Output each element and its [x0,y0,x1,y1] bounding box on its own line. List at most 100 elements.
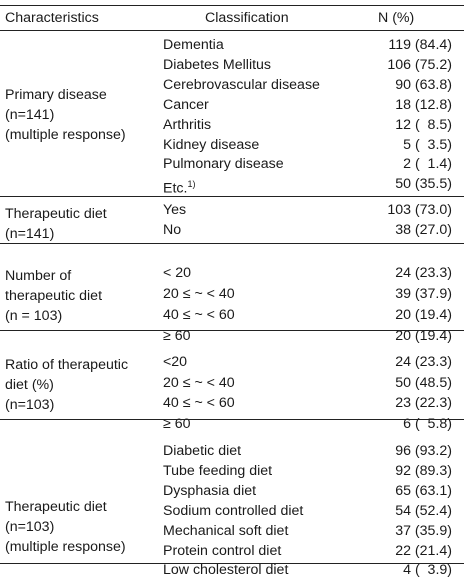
section-characteristic: Therapeutic diet (n=103) (multiple respo… [5,499,126,555]
section-characteristic: Primary disease (n=141) (multiple respon… [5,87,126,143]
row-classification-text: Cancer [163,96,209,113]
row-classification: 40 ≤ ~ < 60 [163,393,235,413]
table-row: Tube feeding diet 92 (89.3) [0,461,464,481]
row-classification-text: ≥ 60 [163,328,191,344]
row-classification-text: No [163,221,182,238]
table-row: Pulmonary disease 2 ( 1.4) [0,154,464,174]
row-classification: Etc.1) [163,174,195,199]
row-value: 20 (19.4) [395,307,452,323]
characteristics-table: Characteristics Classification N (%) Pri… [0,5,464,578]
table-row: 40 ≤ ~ < 60 23 (22.3) [0,393,464,413]
table-row: Cerebrovascular disease 90 (63.8) [0,75,464,95]
table-row: 20 ≤ ~ < 40 39 (37.9) [0,284,464,304]
row-value: 20 (19.4) [395,328,452,344]
table-row: 40 ≤ ~ < 60 20 (19.4) [0,305,464,325]
row-classification: Sodium controlled diet [163,501,303,521]
row-value: 23 (22.3) [395,395,452,412]
row-classification-text: Pulmonary disease [163,156,284,173]
row-value: 106 (75.2) [387,56,452,73]
row-classification: < 20 [163,263,191,283]
table-bottom-rule [0,563,464,564]
row-classification-text: 20 ≤ ~ < 40 [163,286,235,302]
row-classification-text: Yes [163,202,187,218]
row-classification-text: Cerebrovascular disease [163,76,320,93]
row-classification-text: Diabetic diet [163,443,242,459]
row-classification: Dysphasia diet [163,481,256,501]
row-classification-text: Kidney disease [163,136,260,153]
table-row: Dementia 119 (84.4) [0,35,464,55]
row-classification-text: Sodium controlled diet [163,502,304,519]
row-classification: Dementia [163,35,224,55]
row-classification: ≥ 60 [163,414,191,434]
row-value: 38 (27.0) [395,221,452,238]
table-row: ≥ 60 6 ( 5.8) [0,414,464,434]
row-value: 24 (23.3) [395,265,452,281]
row-value: 96 (93.2) [395,443,452,459]
table-row: < 20 24 (23.3) [0,263,464,283]
row-classification-text: 40 ≤ ~ < 60 [163,307,235,323]
footnote-marker: 1) [187,179,196,190]
table-top-rule [0,5,464,6]
row-value: 119 (84.4) [388,37,452,53]
table-row: Protein control diet 22 (21.4) [0,541,464,561]
row-value: 50 (48.5) [395,374,452,391]
row-classification-text: <20 [163,354,188,370]
row-classification: Protein control diet [163,541,281,561]
row-value: 54 (52.4) [395,502,452,519]
section-rule [0,196,464,197]
header-rule [0,30,464,31]
row-value: 37 (35.9) [395,522,452,539]
table-row: Etc.1) 50 (35.5) [0,174,464,197]
row-classification-text: 40 ≤ ~ < 60 [163,395,235,412]
row-value: 18 (12.8) [395,96,452,113]
table-row: No 38 (27.0) [0,220,464,240]
table-row: Arthritis 12 ( 8.5) [0,115,464,135]
row-classification: Tube feeding diet [163,461,272,481]
table-row: Sodium controlled diet 54 (52.4) [0,501,464,521]
row-classification: Diabetes Mellitus [163,55,271,75]
table-row: Dysphasia diet 65 (63.1) [0,481,464,501]
row-value: 103 (73.0) [387,202,452,218]
table-row: Yes 103 (73.0) [0,200,464,220]
table-row: ≥ 60 20 (19.4) [0,326,464,346]
table-row: Mechanical soft diet 37 (35.9) [0,521,464,541]
row-classification-text: Diabetes Mellitus [163,56,272,73]
section-characteristic: Therapeutic diet (n=141) [5,206,107,242]
header-classification: Classification [205,10,289,26]
row-classification-text: Mechanical soft diet [163,522,289,539]
row-value: 24 (23.3) [395,354,452,370]
row-classification: Pulmonary disease [163,154,284,174]
table-row: 20 ≤ ~ < 40 50 (48.5) [0,373,464,393]
row-classification: <20 [163,352,187,372]
row-value: 92 (89.3) [395,462,452,479]
row-value: 22 (21.4) [395,542,452,559]
row-value: 6 ( 5.8) [403,416,452,433]
row-classification: Cerebrovascular disease [163,75,320,95]
row-value: 5 ( 3.5) [403,136,452,153]
row-classification-text: 20 ≤ ~ < 40 [163,374,235,391]
row-classification-text: Arthritis [163,116,212,133]
row-classification: Yes [163,200,186,220]
header-n-percent: N (%) [378,10,415,26]
row-value: 65 (63.1) [395,482,452,499]
row-classification-text: Protein control diet [163,542,282,559]
table-row: Kidney disease 5 ( 3.5) [0,135,464,155]
row-value: 2 ( 1.4) [403,156,452,173]
row-value: 90 (63.8) [395,76,452,93]
section-rule [0,330,464,331]
section-characteristic: Ratio of therapeutic diet (%) (n=103) [5,357,129,413]
section-rule [0,419,464,420]
table-row: <20 24 (23.3) [0,352,464,372]
section-characteristic: Number of therapeutic diet (n = 103) [5,268,103,324]
table-row: Cancer 18 (12.8) [0,95,464,115]
row-classification: Mechanical soft diet [163,521,288,541]
row-classification-text: Tube feeding diet [163,462,273,479]
header-characteristics: Characteristics [5,10,99,26]
section-rule [0,243,464,244]
row-classification-text: Etc. [163,181,188,198]
row-value: 50 (35.5) [395,176,452,193]
row-classification: No [163,220,181,240]
row-classification: 20 ≤ ~ < 40 [163,284,235,304]
row-classification: Diabetic diet [163,441,241,461]
table-row: Diabetic diet 96 (93.2) [0,441,464,461]
